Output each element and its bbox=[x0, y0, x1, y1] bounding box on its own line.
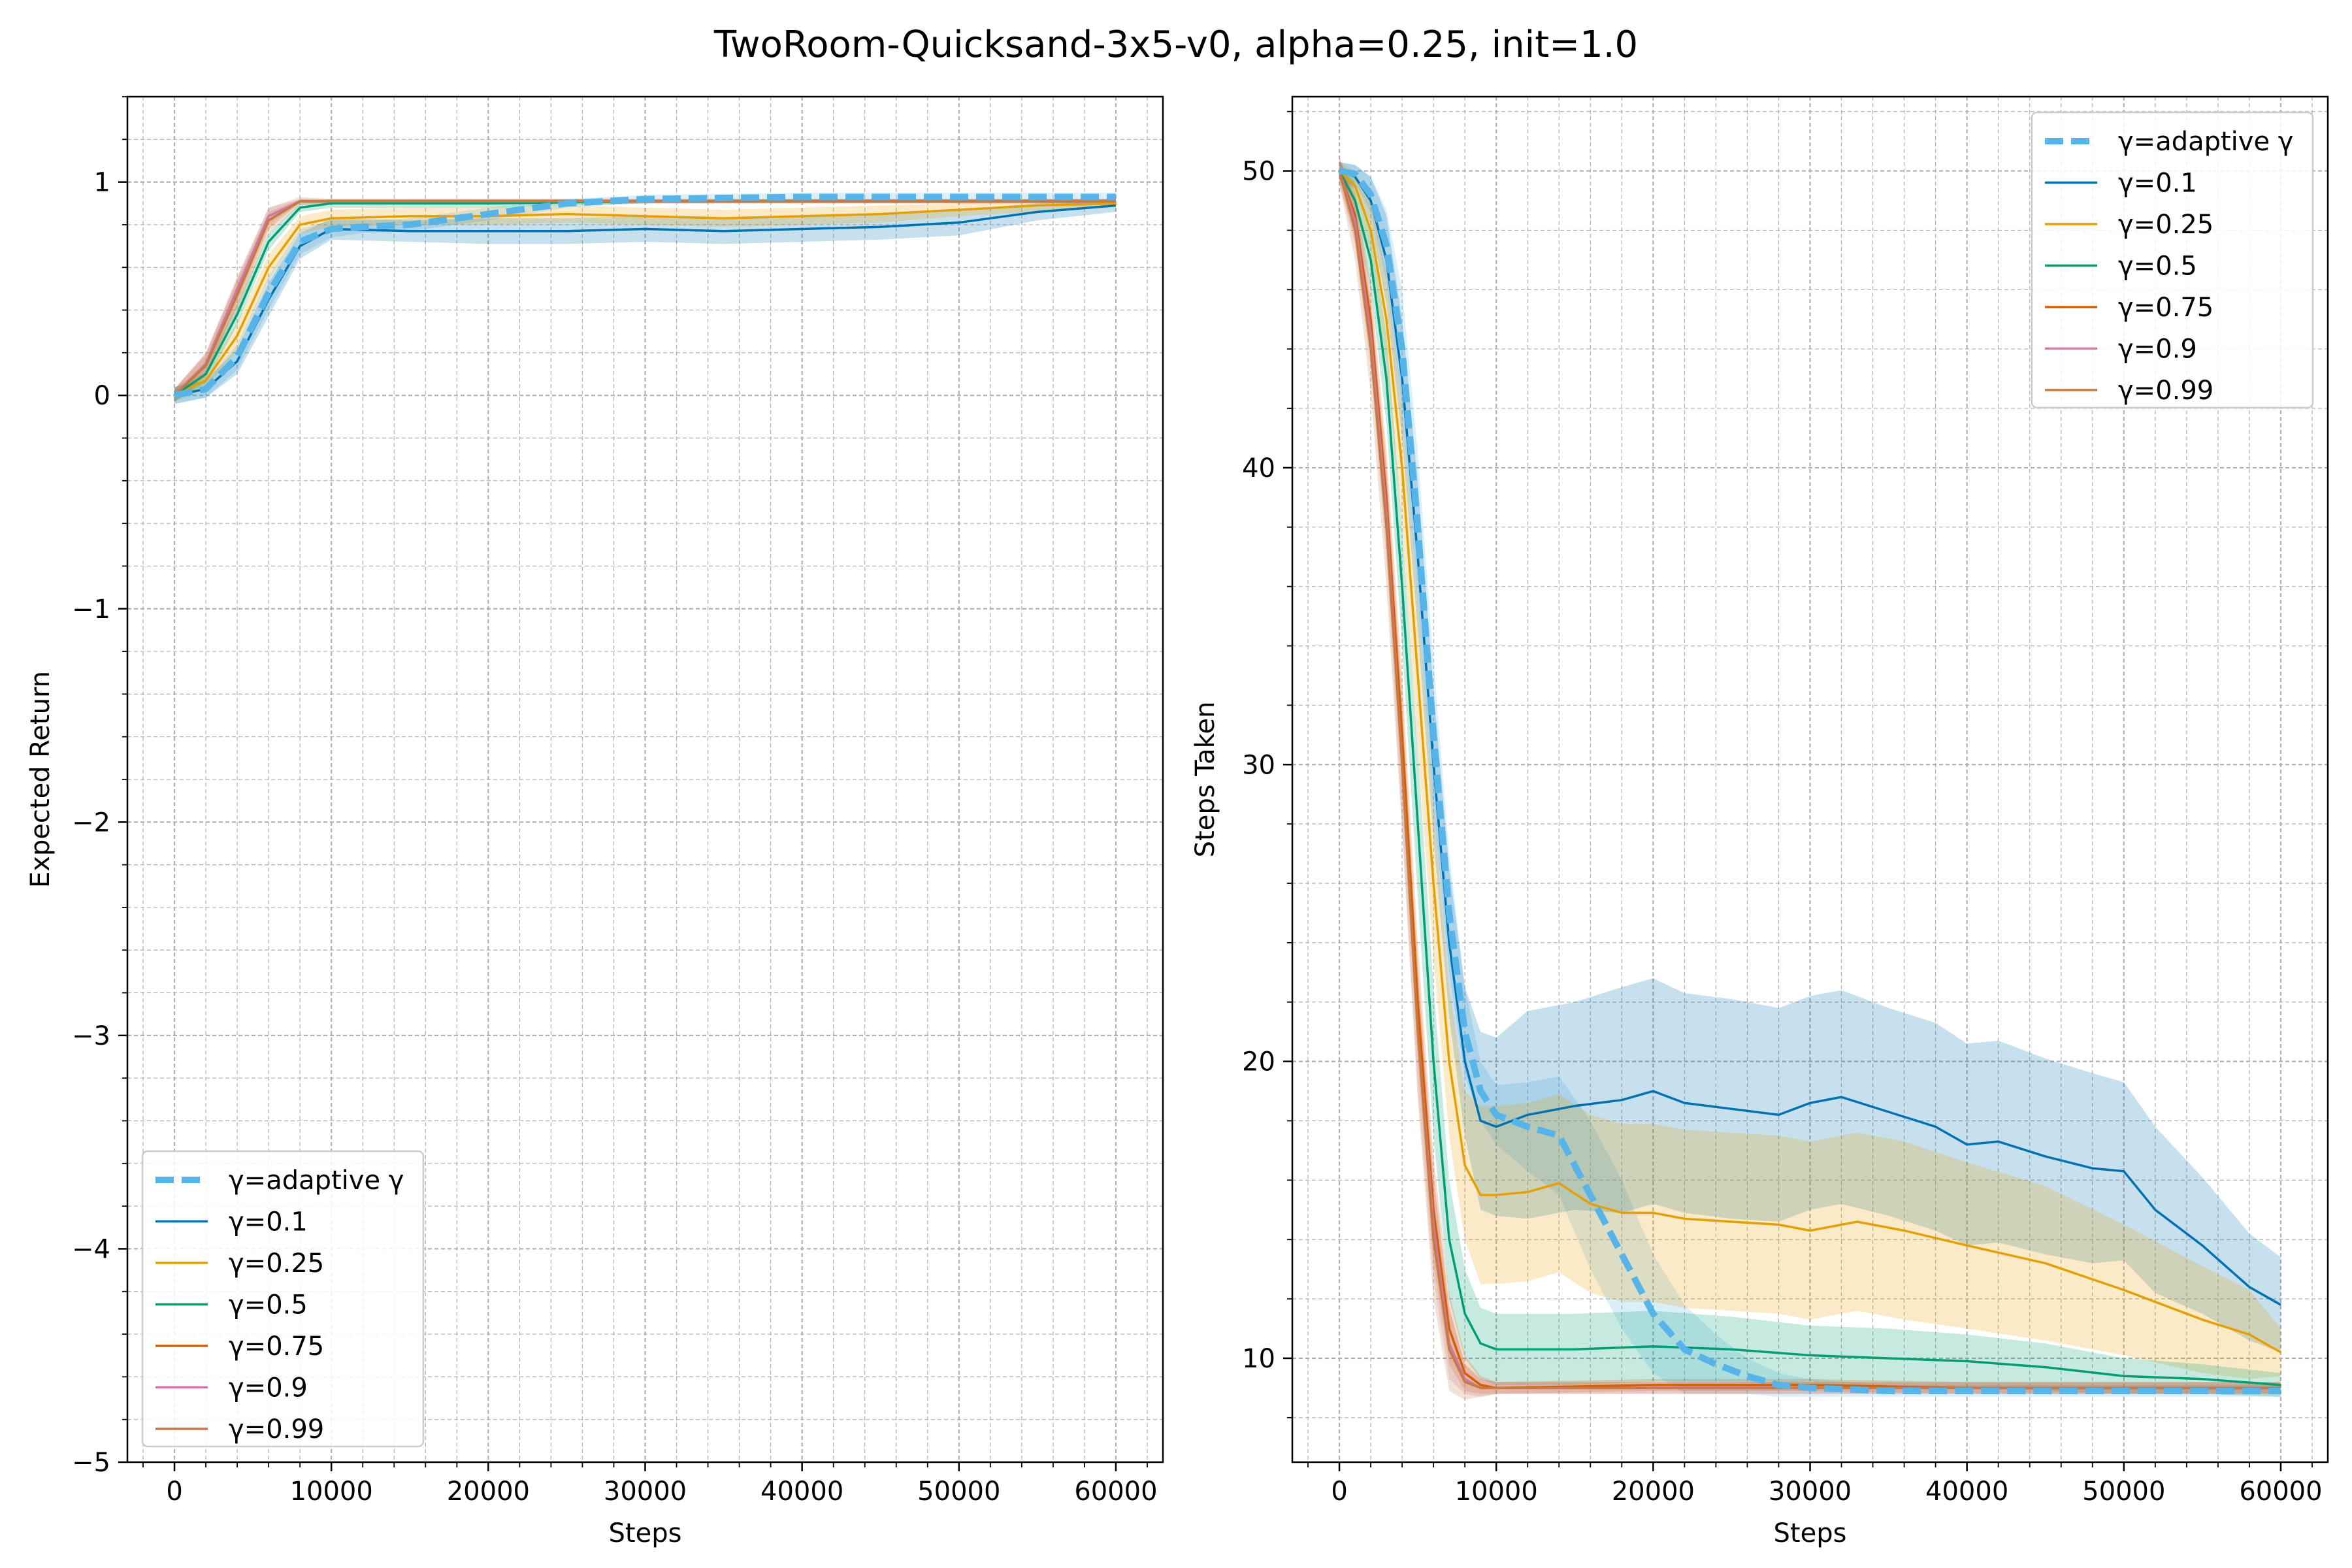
grid bbox=[127, 96, 1163, 1463]
y-tick-label: 30 bbox=[1242, 750, 1275, 780]
series-lines bbox=[173, 193, 1117, 399]
series-band bbox=[1339, 161, 2281, 1352]
legend-box bbox=[141, 1150, 425, 1448]
legend-label: γ=0.99 bbox=[2118, 376, 2213, 406]
series-line bbox=[1338, 171, 2281, 1390]
legend-label: γ=0.9 bbox=[229, 1373, 308, 1403]
legend: γ=adaptive γ γ=0.1 γ=0.25 γ=0.5 γ=0.75 γ=0.9 γ… bbox=[141, 1150, 425, 1448]
series-line bbox=[174, 202, 1117, 397]
legend-label: γ=adaptive γ bbox=[2118, 127, 2293, 157]
legend-label: γ=0.9 bbox=[2118, 335, 2197, 365]
x-tick-label: 30000 bbox=[604, 1477, 687, 1507]
x-tick-label: 10000 bbox=[290, 1477, 373, 1507]
x-tick-label: 20000 bbox=[1612, 1477, 1695, 1507]
y-axis-label: Steps Taken bbox=[1190, 702, 1220, 858]
x-tick-label: 50000 bbox=[2082, 1477, 2165, 1507]
legend-label: γ=0.5 bbox=[2118, 252, 2197, 282]
x-tick-label: 50000 bbox=[917, 1477, 1000, 1507]
series-band bbox=[1339, 159, 2281, 1397]
figure-title: TwoRoom-Quicksand-3x5-v0, alpha=0.25, in… bbox=[713, 24, 1639, 66]
x-axis-label: Steps bbox=[1774, 1518, 1847, 1548]
series-line-adaptive bbox=[1339, 167, 2281, 1394]
y-tick-label: 0 bbox=[94, 381, 110, 411]
y-tick-label: 50 bbox=[1242, 157, 1275, 187]
confidence-bands bbox=[1339, 155, 2281, 1400]
x-tick-label: 40000 bbox=[760, 1477, 843, 1507]
legend-label: γ=0.75 bbox=[229, 1331, 324, 1362]
legend-label: γ=0.99 bbox=[229, 1414, 324, 1445]
legend-label: γ=0.75 bbox=[2118, 293, 2213, 323]
legend-label: γ=0.25 bbox=[2118, 210, 2213, 240]
ticks: 0 10000 20000 30000 40000 50000 60000 10 20 30 40 5… bbox=[1242, 110, 2323, 1507]
legend: γ=adaptive γ γ=0.1 γ=0.25 γ=0.5 γ=0.75 γ=0.9 γ… bbox=[2031, 111, 2314, 409]
series-line bbox=[173, 200, 1116, 397]
legend-label: γ=0.1 bbox=[229, 1207, 308, 1237]
y-tick-label: −2 bbox=[72, 808, 110, 838]
y-tick-label: −5 bbox=[72, 1448, 110, 1478]
legend-label: γ=0.5 bbox=[229, 1290, 308, 1320]
series-line-adaptive bbox=[174, 193, 1116, 399]
x-tick-label: 60000 bbox=[2239, 1477, 2322, 1507]
legend-label: γ=0.25 bbox=[229, 1249, 324, 1279]
y-tick-label: −1 bbox=[72, 595, 110, 625]
series-band bbox=[1339, 155, 2281, 1400]
series-line bbox=[1338, 170, 2281, 1354]
series-band bbox=[174, 199, 1116, 404]
y-tick-label: 20 bbox=[1242, 1047, 1275, 1077]
x-axis-label: Steps bbox=[609, 1518, 682, 1548]
grid bbox=[1292, 97, 2328, 1462]
x-tick-label: 40000 bbox=[1925, 1477, 2008, 1507]
y-tick-label: −4 bbox=[72, 1234, 110, 1264]
y-tick-label: 40 bbox=[1242, 453, 1275, 483]
x-tick-label: 0 bbox=[1331, 1477, 1347, 1507]
x-tick-label: 30000 bbox=[1769, 1477, 1852, 1507]
y-axis-label: Expected Return bbox=[25, 671, 56, 888]
legend-box bbox=[2031, 111, 2314, 409]
legend-label: γ=adaptive γ bbox=[229, 1166, 404, 1196]
y-tick-label: −3 bbox=[72, 1021, 110, 1051]
y-tick-label: 1 bbox=[94, 168, 110, 198]
legend-label: γ=0.1 bbox=[2118, 169, 2197, 199]
series-lines bbox=[1338, 167, 2281, 1394]
y-tick-label: 10 bbox=[1242, 1344, 1275, 1374]
series-line bbox=[1338, 170, 2281, 1386]
x-tick-label: 20000 bbox=[447, 1477, 530, 1507]
x-tick-label: 0 bbox=[166, 1477, 182, 1507]
ticks: 0 10000 20000 30000 40000 50000 60000 −5 −4 −3 −2 −… bbox=[72, 96, 1158, 1507]
x-tick-label: 60000 bbox=[1074, 1477, 1157, 1507]
x-tick-label: 10000 bbox=[1455, 1477, 1538, 1507]
